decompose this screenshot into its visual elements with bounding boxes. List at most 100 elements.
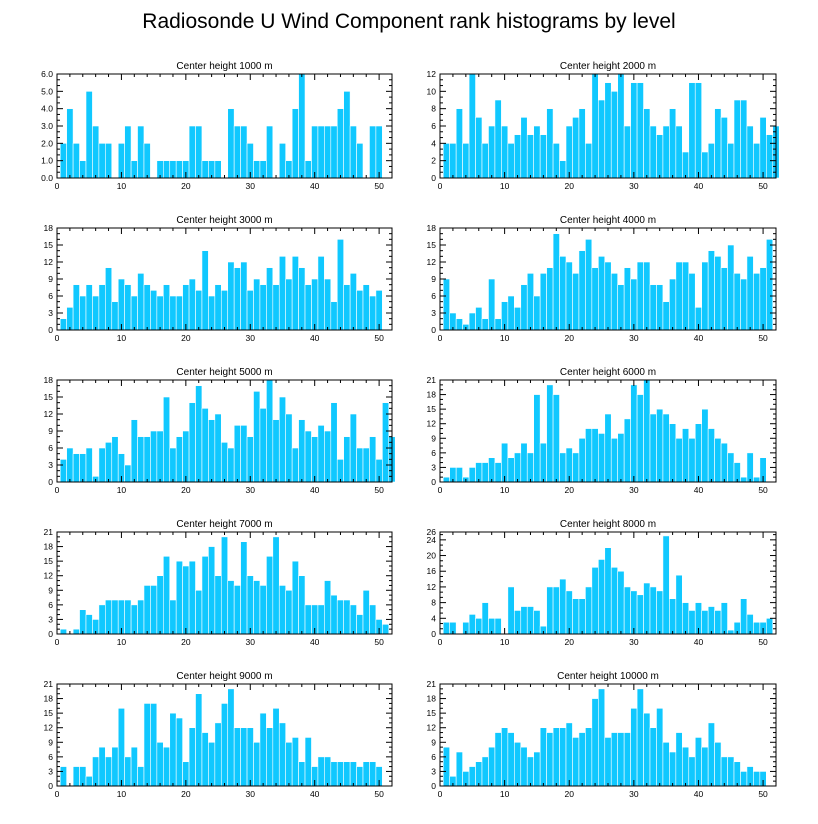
bar — [266, 555, 274, 635]
bar — [559, 160, 567, 179]
bar — [259, 712, 267, 787]
panel-9: Center height 9000 m 0 10 20 30 40 50 0 3 6 9 12 15 1… — [44, 671, 393, 799]
bar — [753, 273, 761, 331]
bar — [59, 318, 67, 331]
bar — [494, 732, 502, 787]
bar — [201, 732, 209, 787]
x-tick-label: 30 — [629, 789, 639, 799]
bar — [201, 555, 209, 635]
y-tick-label: 24 — [427, 535, 437, 545]
bar — [311, 436, 319, 483]
bar — [455, 108, 463, 179]
bar — [552, 233, 560, 331]
bar — [682, 602, 690, 635]
bar — [643, 108, 651, 179]
bar — [349, 413, 357, 483]
bar — [124, 464, 132, 483]
bar — [150, 585, 158, 635]
bar — [636, 82, 644, 179]
bar — [182, 565, 190, 635]
x-tick-label: 20 — [181, 485, 191, 495]
bar — [572, 273, 580, 331]
bar — [494, 618, 502, 635]
x-tick-label: 40 — [694, 485, 704, 495]
bar — [92, 125, 100, 179]
bar — [720, 117, 728, 179]
bar — [617, 433, 625, 483]
panel-title: Center height 9000 m — [176, 671, 272, 682]
bar — [98, 604, 106, 635]
bar — [182, 284, 190, 331]
x-tick-label: 10 — [500, 333, 510, 343]
bar — [501, 125, 509, 179]
x-tick-label: 10 — [117, 789, 127, 799]
bar — [488, 746, 496, 787]
bar — [150, 430, 158, 483]
bar — [643, 379, 651, 483]
bar — [475, 307, 483, 331]
bar — [285, 278, 293, 331]
y-tick-label: 4.0 — [41, 104, 53, 114]
bar — [552, 394, 560, 483]
bar — [156, 295, 164, 331]
bar — [649, 727, 657, 787]
bar — [208, 295, 216, 331]
bar — [688, 610, 696, 635]
y-tick-label: 26 — [427, 527, 437, 537]
bar — [130, 604, 138, 635]
x-tick-label: 0 — [438, 485, 443, 495]
y-tick-label: 15 — [44, 556, 54, 566]
bar — [740, 99, 748, 179]
bar — [656, 707, 664, 787]
bar — [298, 575, 306, 635]
bar — [208, 741, 216, 787]
bar — [163, 160, 171, 179]
bar — [117, 278, 125, 331]
bar — [227, 108, 235, 179]
bar — [156, 741, 164, 787]
bar — [330, 301, 338, 331]
x-tick-label: 40 — [694, 333, 704, 343]
panel-5: Center height 5000 m 0 10 20 30 40 50 0 3 6 9 12 15 1… — [44, 367, 396, 495]
y-tick-label: 6 — [431, 121, 436, 131]
bar — [701, 408, 709, 483]
y-tick-label: 0 — [431, 629, 436, 639]
bar — [59, 766, 67, 787]
bar — [163, 284, 171, 331]
bar — [278, 396, 287, 483]
x-tick-label: 50 — [758, 333, 768, 343]
y-tick-label: 6 — [431, 291, 436, 301]
x-tick-label: 0 — [55, 637, 60, 647]
x-tick-label: 10 — [500, 637, 510, 647]
bar — [591, 698, 599, 787]
bar — [585, 727, 593, 787]
x-tick-label: 50 — [758, 789, 768, 799]
bar — [156, 575, 164, 635]
y-tick-label: 0 — [431, 477, 436, 487]
bar — [604, 261, 612, 331]
y-tick-label: 15 — [44, 392, 54, 402]
panel-4: Center height 4000 m 0 10 20 30 40 50 0 3 6 9 12 15 1… — [427, 215, 777, 343]
bar — [85, 447, 93, 483]
bar — [514, 741, 522, 787]
bar — [526, 134, 534, 179]
bar — [317, 756, 325, 787]
panel-title: Center height 5000 m — [176, 367, 272, 378]
bar — [759, 117, 767, 179]
bar — [617, 73, 625, 179]
bar — [520, 442, 528, 483]
bar — [98, 746, 106, 787]
bar — [278, 143, 287, 179]
bar — [501, 727, 509, 787]
bar — [533, 610, 541, 635]
bar — [572, 737, 580, 787]
bar — [514, 134, 522, 179]
bar — [610, 437, 618, 483]
x-tick-label: 30 — [246, 789, 256, 799]
bar — [468, 614, 476, 635]
bar — [669, 423, 677, 483]
bar — [253, 741, 261, 787]
bar — [733, 761, 741, 787]
bar — [317, 604, 325, 635]
bar — [617, 570, 625, 635]
